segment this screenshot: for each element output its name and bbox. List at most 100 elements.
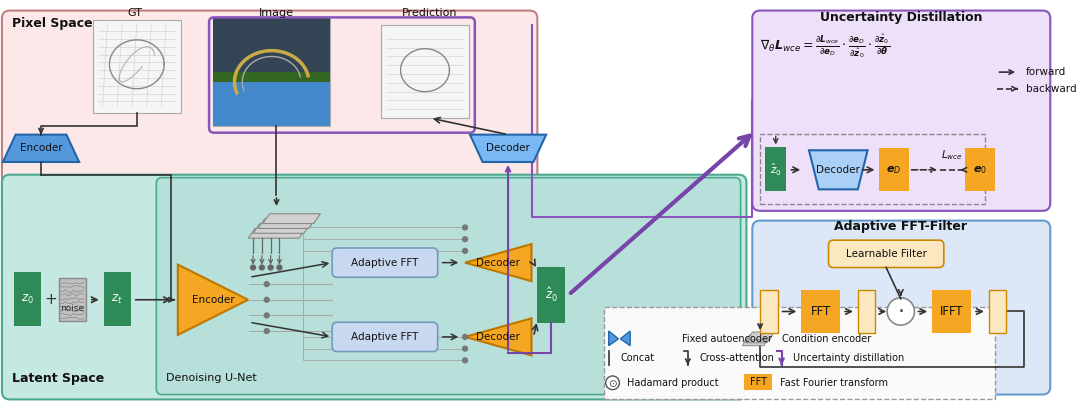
Polygon shape (809, 150, 867, 189)
Text: noise: noise (60, 303, 84, 312)
Text: $\boldsymbol{e}_D$: $\boldsymbol{e}_D$ (887, 164, 902, 176)
Text: Cross-attention: Cross-attention (700, 353, 774, 363)
Circle shape (276, 265, 282, 270)
Bar (381, 25, 469, 118)
Polygon shape (253, 224, 311, 233)
Bar (988, 290, 1007, 333)
Text: Encoder: Encoder (19, 143, 63, 153)
Text: IFFT: IFFT (940, 305, 963, 318)
Polygon shape (748, 332, 773, 340)
Circle shape (462, 358, 468, 363)
Text: $\hat{z}_0$: $\hat{z}_0$ (770, 162, 782, 178)
Polygon shape (609, 331, 619, 346)
Polygon shape (258, 219, 315, 229)
FancyBboxPatch shape (2, 11, 538, 214)
Text: forward: forward (1026, 67, 1066, 77)
Bar (760, 134, 985, 204)
Circle shape (887, 298, 915, 325)
Bar (765, 147, 786, 191)
Text: Decoder: Decoder (816, 165, 860, 175)
Bar (58, 278, 86, 321)
Circle shape (265, 313, 269, 318)
Text: ⊙: ⊙ (608, 379, 617, 389)
Polygon shape (3, 135, 79, 162)
Text: Decoder: Decoder (486, 143, 530, 153)
Text: ·: · (897, 303, 904, 322)
Polygon shape (465, 244, 531, 281)
Bar (104, 272, 131, 326)
Bar (93, 20, 180, 113)
Text: $\hat{z}_0$: $\hat{z}_0$ (544, 286, 557, 304)
Text: Adaptive FFT: Adaptive FFT (351, 258, 419, 267)
Text: $z_t$: $z_t$ (111, 293, 123, 306)
Text: Uncertainty distillation: Uncertainty distillation (794, 353, 905, 363)
Polygon shape (743, 338, 768, 346)
Text: $z_0$: $z_0$ (21, 293, 33, 306)
Polygon shape (248, 229, 306, 238)
Text: Decoder: Decoder (476, 332, 521, 342)
Circle shape (265, 328, 269, 333)
Bar (213, 18, 330, 72)
Circle shape (462, 225, 468, 230)
Bar (213, 72, 330, 126)
Text: FFT: FFT (811, 305, 831, 318)
Circle shape (259, 265, 265, 270)
Circle shape (462, 335, 468, 339)
Polygon shape (745, 335, 771, 343)
Text: Latent Space: Latent Space (12, 372, 104, 385)
Circle shape (462, 346, 468, 351)
Text: Learnable Filter: Learnable Filter (846, 249, 927, 259)
Text: Decoder: Decoder (476, 258, 521, 267)
Text: Adaptive FFT-Filter: Adaptive FFT-Filter (835, 220, 968, 233)
Text: Encoder: Encoder (191, 295, 234, 305)
Circle shape (268, 265, 273, 270)
Bar (604, 307, 995, 400)
FancyBboxPatch shape (753, 220, 1050, 395)
Text: backward: backward (1026, 84, 1077, 94)
Bar (801, 290, 840, 333)
Text: Adaptive FFT: Adaptive FFT (351, 332, 419, 342)
Text: Fixed autoencoder: Fixed autoencoder (681, 334, 772, 344)
FancyBboxPatch shape (2, 175, 746, 400)
Text: Uncertainty Distillation: Uncertainty Distillation (820, 11, 982, 24)
Circle shape (251, 265, 256, 270)
Bar (858, 290, 876, 333)
Polygon shape (470, 135, 546, 162)
Polygon shape (620, 331, 630, 346)
Bar (879, 148, 908, 191)
Circle shape (606, 376, 620, 390)
Bar (966, 148, 995, 191)
FancyBboxPatch shape (333, 322, 437, 352)
Text: $L_{wce}$: $L_{wce}$ (941, 148, 962, 162)
Text: Fast Fourier transform: Fast Fourier transform (780, 378, 888, 388)
FancyBboxPatch shape (753, 11, 1050, 211)
Text: +: + (44, 292, 57, 307)
Text: Denoising U-Net: Denoising U-Net (166, 373, 257, 383)
Bar (14, 272, 41, 326)
FancyBboxPatch shape (333, 248, 437, 277)
Circle shape (265, 282, 269, 287)
Bar (213, 62, 330, 82)
Text: Prediction: Prediction (402, 9, 458, 18)
Text: Pixel Space: Pixel Space (12, 18, 93, 30)
FancyBboxPatch shape (828, 240, 944, 267)
Polygon shape (465, 318, 531, 355)
Text: Concat: Concat (620, 353, 654, 363)
Bar (932, 290, 971, 333)
Bar (213, 18, 330, 126)
Text: $\boldsymbol{e}_0$: $\boldsymbol{e}_0$ (973, 164, 987, 176)
Polygon shape (178, 265, 248, 335)
Text: Hadamard product: Hadamard product (627, 378, 719, 388)
Text: Condition encoder: Condition encoder (782, 334, 870, 344)
Circle shape (462, 237, 468, 242)
Text: GT: GT (127, 9, 143, 18)
Circle shape (462, 248, 468, 253)
Text: FFT: FFT (750, 377, 767, 387)
Circle shape (265, 297, 269, 302)
Bar (538, 267, 565, 323)
Bar (744, 374, 772, 390)
Text: $\nabla_{\theta}\boldsymbol{L}_{wce}=\frac{\partial \boldsymbol{L}_{wce}}{\parti: $\nabla_{\theta}\boldsymbol{L}_{wce}=\fr… (760, 32, 890, 60)
Bar (760, 290, 778, 333)
Polygon shape (262, 214, 321, 224)
Text: Image: Image (259, 9, 294, 18)
